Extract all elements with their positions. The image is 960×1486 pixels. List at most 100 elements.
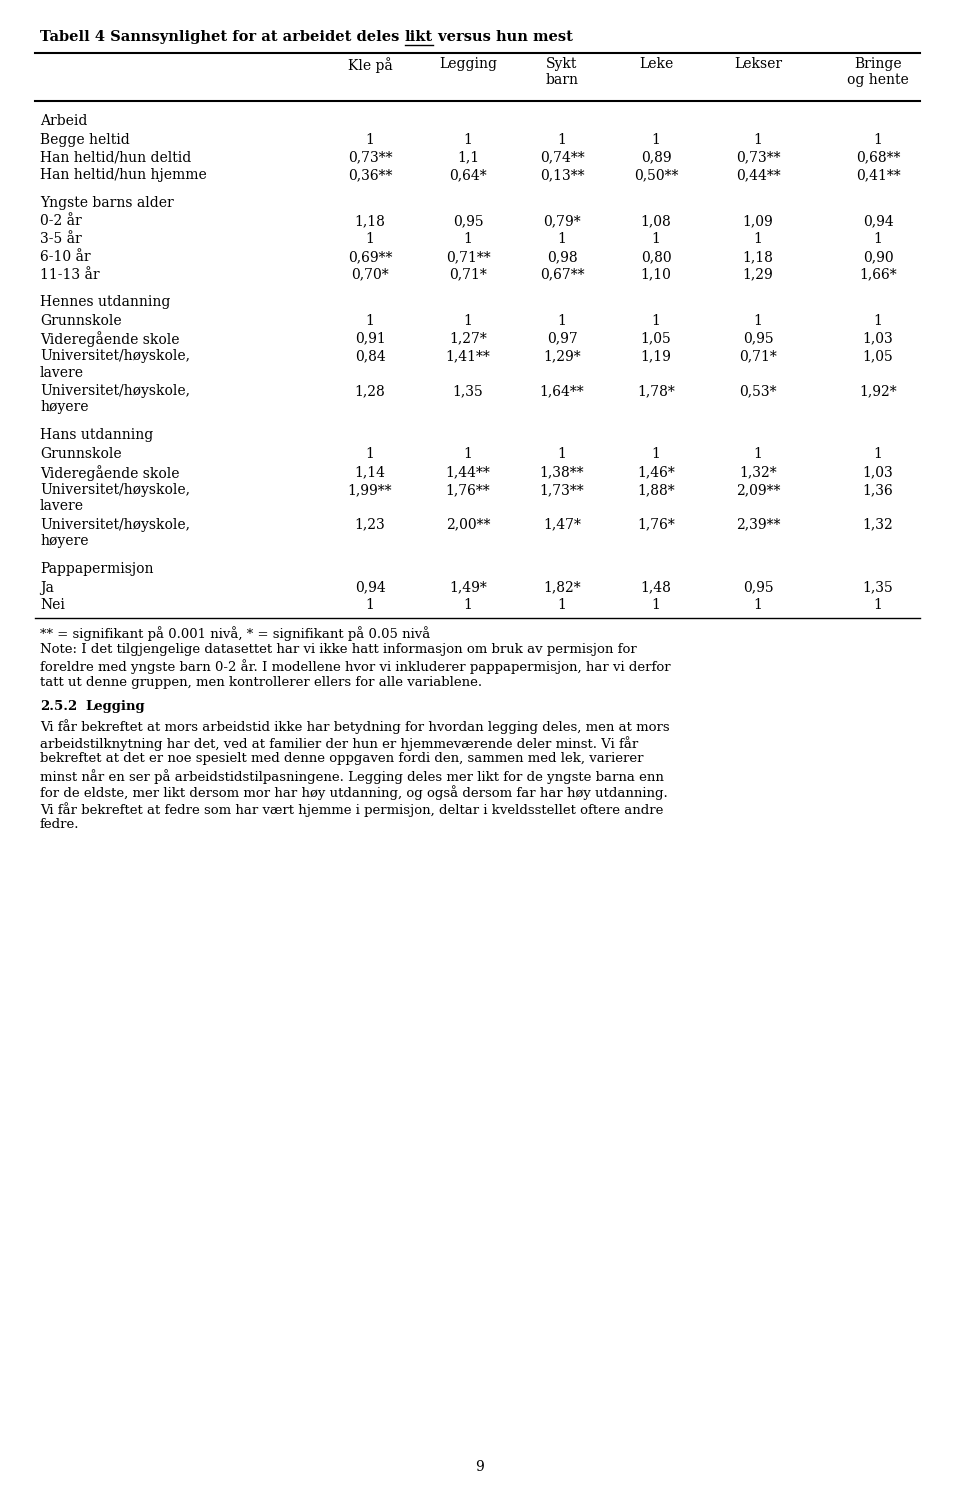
Text: 0,95: 0,95 xyxy=(743,581,774,594)
Text: 1: 1 xyxy=(366,232,374,247)
Text: 1: 1 xyxy=(558,232,566,247)
Text: Videregående skole: Videregående skole xyxy=(40,331,180,348)
Text: Leke: Leke xyxy=(638,56,673,71)
Text: 1,18: 1,18 xyxy=(354,214,385,229)
Text: 1: 1 xyxy=(652,599,660,612)
Text: 1: 1 xyxy=(464,132,472,147)
Text: minst når en ser på arbeidstidstilpasningene. Legging deles mer likt for de yngs: minst når en ser på arbeidstidstilpasnin… xyxy=(40,768,664,783)
Text: 0,98: 0,98 xyxy=(546,250,577,265)
Text: 0,90: 0,90 xyxy=(863,250,894,265)
Text: 1: 1 xyxy=(464,232,472,247)
Text: Legging: Legging xyxy=(439,56,497,71)
Text: foreldre med yngste barn 0-2 år. I modellene hvor vi inkluderer pappapermisjon, : foreldre med yngste barn 0-2 år. I model… xyxy=(40,660,671,675)
Text: fedre.: fedre. xyxy=(40,819,80,832)
Text: 1,64**: 1,64** xyxy=(540,385,585,398)
Text: 1,35: 1,35 xyxy=(863,581,894,594)
Text: 1,99**: 1,99** xyxy=(348,483,393,496)
Text: 1: 1 xyxy=(366,599,374,612)
Text: 1,29: 1,29 xyxy=(743,267,774,282)
Text: 1,19: 1,19 xyxy=(640,349,671,364)
Text: Vi får bekreftet at fedre som har vært hjemme i permisjon, deltar i kveldsstelle: Vi får bekreftet at fedre som har vært h… xyxy=(40,802,663,817)
Text: 0,73**: 0,73** xyxy=(735,150,780,165)
Text: 0,36**: 0,36** xyxy=(348,168,393,183)
Text: 1,29*: 1,29* xyxy=(543,349,581,364)
Text: 1: 1 xyxy=(558,447,566,461)
Text: Videregående skole: Videregående skole xyxy=(40,465,180,481)
Text: 1: 1 xyxy=(874,314,882,327)
Text: 1,48: 1,48 xyxy=(640,581,671,594)
Text: 2,09**: 2,09** xyxy=(735,483,780,496)
Text: 1,28: 1,28 xyxy=(354,385,385,398)
Text: 0,80: 0,80 xyxy=(640,250,671,265)
Text: 1: 1 xyxy=(652,314,660,327)
Text: Vi får bekreftet at mors arbeidstid ikke har betydning for hvordan legging deles: Vi får bekreftet at mors arbeidstid ikke… xyxy=(40,719,670,734)
Text: Arbeid: Arbeid xyxy=(40,114,87,128)
Text: bekreftet at det er noe spesielt med denne oppgaven fordi den, sammen med lek, v: bekreftet at det er noe spesielt med den… xyxy=(40,752,643,765)
Text: 9: 9 xyxy=(475,1461,485,1474)
Text: 0,89: 0,89 xyxy=(640,150,671,165)
Text: Legging: Legging xyxy=(85,700,145,713)
Text: 1,88*: 1,88* xyxy=(637,483,675,496)
Text: 1,82*: 1,82* xyxy=(543,581,581,594)
Text: 1,76**: 1,76** xyxy=(445,483,491,496)
Text: 11-13 år: 11-13 år xyxy=(40,267,100,282)
Text: 0,64*: 0,64* xyxy=(449,168,487,183)
Text: 0,71**: 0,71** xyxy=(445,250,491,265)
Text: 0,13**: 0,13** xyxy=(540,168,585,183)
Text: Universitet/høyskole,
lavere: Universitet/høyskole, lavere xyxy=(40,483,190,513)
Text: 1: 1 xyxy=(754,232,762,247)
Text: 0,44**: 0,44** xyxy=(735,168,780,183)
Text: 0,53*: 0,53* xyxy=(739,385,777,398)
Text: 1,05: 1,05 xyxy=(863,349,894,364)
Text: 1: 1 xyxy=(464,599,472,612)
Text: 0,69**: 0,69** xyxy=(348,250,393,265)
Text: 1: 1 xyxy=(366,447,374,461)
Text: 1,32: 1,32 xyxy=(863,517,894,532)
Text: 2.5.2: 2.5.2 xyxy=(40,700,77,713)
Text: 0,84: 0,84 xyxy=(354,349,385,364)
Text: Nei: Nei xyxy=(40,599,65,612)
Text: 0,70*: 0,70* xyxy=(351,267,389,282)
Text: Kle på: Kle på xyxy=(348,56,393,73)
Text: 0,67**: 0,67** xyxy=(540,267,585,282)
Text: 1,76*: 1,76* xyxy=(637,517,675,532)
Text: 1,08: 1,08 xyxy=(640,214,671,229)
Text: 0,95: 0,95 xyxy=(743,331,774,346)
Text: 1,10: 1,10 xyxy=(640,267,671,282)
Text: 1,1: 1,1 xyxy=(457,150,479,165)
Text: ** = signifikant på 0.001 nivå, * = signifikant på 0.05 nivå: ** = signifikant på 0.001 nivå, * = sign… xyxy=(40,627,430,642)
Text: 1,27*: 1,27* xyxy=(449,331,487,346)
Text: Yngste barns alder: Yngste barns alder xyxy=(40,196,174,210)
Text: 6-10 år: 6-10 år xyxy=(40,250,90,265)
Text: 0,68**: 0,68** xyxy=(855,150,900,165)
Text: Ja: Ja xyxy=(40,581,54,594)
Text: 2,00**: 2,00** xyxy=(445,517,491,532)
Text: 0,73**: 0,73** xyxy=(348,150,393,165)
Text: 0-2 år: 0-2 år xyxy=(40,214,82,229)
Text: 0,97: 0,97 xyxy=(546,331,577,346)
Text: Begge heltid: Begge heltid xyxy=(40,132,130,147)
Text: 1,36: 1,36 xyxy=(863,483,894,496)
Text: 1: 1 xyxy=(874,447,882,461)
Text: 0,91: 0,91 xyxy=(354,331,385,346)
Text: Pappapermisjon: Pappapermisjon xyxy=(40,562,154,577)
Text: 1: 1 xyxy=(754,599,762,612)
Text: 1,66*: 1,66* xyxy=(859,267,897,282)
Text: for de eldste, mer likt dersom mor har høy utdanning, og også dersom far har høy: for de eldste, mer likt dersom mor har h… xyxy=(40,786,668,801)
Text: 1: 1 xyxy=(874,232,882,247)
Text: 1: 1 xyxy=(754,132,762,147)
Text: 2,39**: 2,39** xyxy=(735,517,780,532)
Text: 0,94: 0,94 xyxy=(863,214,894,229)
Text: 1: 1 xyxy=(754,314,762,327)
Text: 1,92*: 1,92* xyxy=(859,385,897,398)
Text: Hans utdanning: Hans utdanning xyxy=(40,428,154,443)
Text: 1,09: 1,09 xyxy=(743,214,774,229)
Text: arbeidstilknytning har det, ved at familier der hun er hjemmeværende deler minst: arbeidstilknytning har det, ved at famil… xyxy=(40,736,638,750)
Text: 1,23: 1,23 xyxy=(354,517,385,532)
Text: 1,05: 1,05 xyxy=(640,331,671,346)
Text: 1,32*: 1,32* xyxy=(739,465,777,478)
Text: Universitet/høyskole,
høyere: Universitet/høyskole, høyere xyxy=(40,517,190,548)
Text: Han heltid/hun hjemme: Han heltid/hun hjemme xyxy=(40,168,206,183)
Text: 0,74**: 0,74** xyxy=(540,150,585,165)
Text: 1: 1 xyxy=(754,447,762,461)
